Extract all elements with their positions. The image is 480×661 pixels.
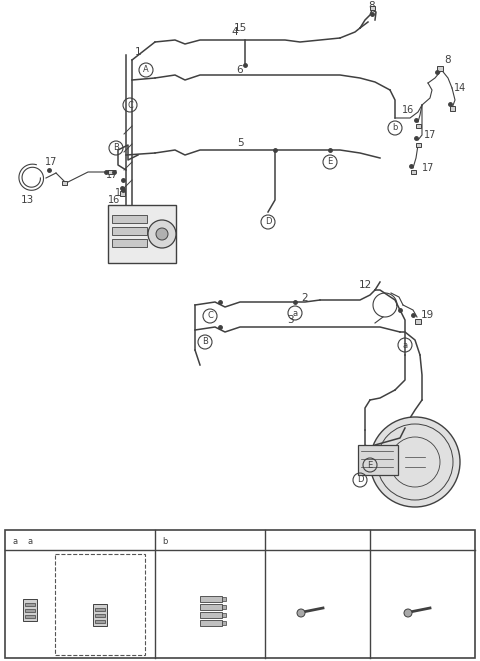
Text: 13: 13: [20, 195, 34, 205]
Bar: [93, 604, 107, 626]
Text: D: D: [357, 475, 363, 485]
Circle shape: [156, 228, 168, 240]
Text: 4: 4: [232, 27, 238, 37]
Bar: [222, 605, 226, 609]
Text: a: a: [27, 537, 33, 545]
Text: (ESP): (ESP): [89, 559, 111, 568]
Bar: [358, 445, 398, 475]
Text: D: D: [265, 217, 271, 227]
Bar: [410, 170, 416, 174]
Bar: [112, 227, 147, 235]
Text: 11: 11: [183, 536, 197, 546]
Text: B: B: [202, 338, 208, 346]
Circle shape: [370, 417, 460, 507]
Bar: [416, 124, 420, 128]
Bar: [112, 239, 147, 247]
Bar: [449, 106, 455, 110]
Circle shape: [148, 220, 176, 248]
Text: 5: 5: [237, 138, 243, 148]
Text: 19: 19: [420, 310, 433, 320]
Bar: [5, 530, 475, 658]
Bar: [370, 6, 374, 10]
Text: a: a: [402, 340, 408, 350]
Text: 1: 1: [135, 47, 141, 57]
Text: a: a: [292, 309, 298, 317]
Circle shape: [404, 609, 412, 617]
Text: b: b: [392, 124, 398, 132]
Bar: [200, 612, 222, 618]
Text: 17: 17: [45, 157, 57, 167]
Text: 16: 16: [108, 195, 120, 205]
Text: E: E: [367, 461, 372, 469]
Bar: [437, 65, 443, 71]
Bar: [61, 181, 67, 185]
Text: 15: 15: [233, 23, 247, 33]
Bar: [200, 604, 222, 610]
Text: 8: 8: [369, 1, 375, 11]
Bar: [25, 609, 35, 612]
Text: 8: 8: [444, 55, 451, 65]
Text: A: A: [143, 65, 149, 75]
Text: 6: 6: [237, 65, 243, 75]
Circle shape: [297, 609, 305, 617]
Bar: [415, 319, 421, 323]
Text: 17: 17: [106, 170, 118, 180]
Text: 2: 2: [302, 293, 308, 303]
Text: 7: 7: [313, 536, 321, 546]
Bar: [200, 596, 222, 602]
Bar: [95, 608, 105, 611]
Bar: [200, 620, 222, 626]
Text: a: a: [12, 537, 18, 545]
Bar: [222, 621, 226, 625]
Bar: [120, 190, 124, 196]
Text: 18: 18: [415, 536, 429, 546]
Text: 17: 17: [424, 130, 436, 140]
Bar: [55, 554, 145, 655]
Text: 17: 17: [422, 163, 434, 173]
Bar: [25, 603, 35, 606]
Text: C: C: [207, 311, 213, 321]
Bar: [112, 215, 147, 223]
Bar: [25, 615, 35, 618]
Bar: [222, 597, 226, 601]
Bar: [222, 613, 226, 617]
Bar: [416, 143, 420, 147]
Text: 14: 14: [454, 83, 466, 93]
Text: E: E: [327, 157, 333, 167]
Text: 12: 12: [359, 280, 372, 290]
Text: 9: 9: [27, 557, 33, 567]
Text: 3: 3: [287, 315, 293, 325]
Bar: [95, 620, 105, 623]
Bar: [95, 614, 105, 617]
Text: 17: 17: [115, 188, 127, 198]
Text: 16: 16: [402, 105, 414, 115]
Text: 10: 10: [94, 569, 107, 579]
Text: B: B: [113, 143, 119, 153]
Bar: [23, 599, 37, 621]
Text: C: C: [127, 100, 133, 110]
Bar: [108, 205, 176, 263]
Text: b: b: [162, 537, 168, 545]
Bar: [108, 170, 112, 174]
